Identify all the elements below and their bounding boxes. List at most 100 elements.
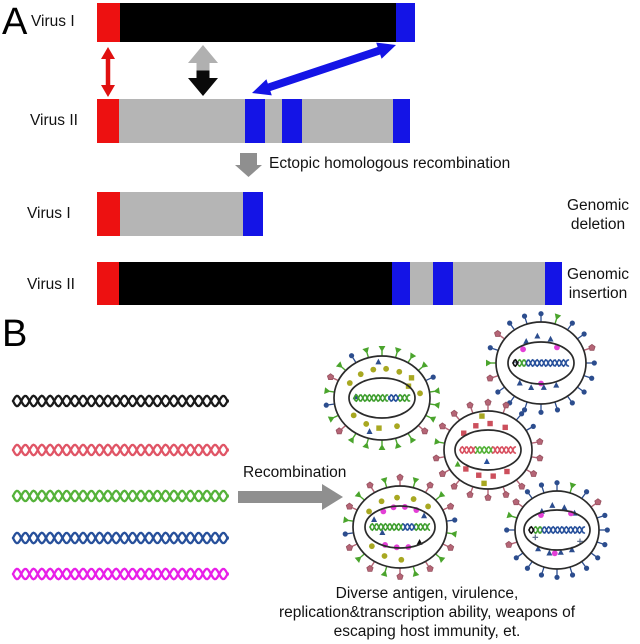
green-spike-icon	[554, 313, 562, 321]
blue-spike-stem	[524, 318, 528, 325]
rose-spike-icon	[529, 470, 538, 477]
parental-genome-magenta	[11, 567, 229, 581]
rose-spike-icon	[421, 427, 429, 435]
rose-spike-icon	[366, 481, 374, 489]
antigen-triangle-icon	[568, 546, 575, 553]
gray-black-homology-arrow	[188, 45, 218, 96]
genome-segment	[119, 99, 245, 143]
genomic-insertion-line1: Genomic	[566, 266, 630, 283]
blue-spike-icon	[602, 542, 608, 548]
rose-spike-icon	[426, 564, 434, 572]
rose-spike-stem	[455, 479, 461, 485]
antigen-triangle-icon	[523, 338, 530, 344]
virus-genome-helix	[491, 445, 517, 455]
antigen-square-icon	[504, 468, 510, 475]
antigen-square-icon	[502, 424, 508, 431]
antigen-triangle-icon	[534, 332, 541, 339]
blue-spike-icon	[569, 400, 575, 406]
virus-genome-helix	[353, 393, 389, 403]
blue-ectopic-arrow-head-2	[376, 42, 396, 59]
antigen-dot-icon	[370, 366, 377, 373]
blue-spike-stem	[515, 415, 521, 421]
blue-spike-stem	[566, 395, 572, 402]
antigen-dot-icon	[346, 380, 353, 386]
gray-black-homology-arrow-shaft-bottom	[196, 70, 210, 79]
virus-genome-helix	[387, 393, 400, 403]
green-spike-icon	[354, 556, 362, 563]
recombinant-virus-2	[486, 311, 597, 415]
antigen-square-icon	[487, 420, 493, 427]
virus-genome-helix	[353, 393, 389, 403]
antigen-square-icon	[479, 413, 485, 419]
virus-capsid	[454, 429, 522, 471]
antigen-dot-icon	[350, 412, 357, 419]
blue-spike-stem	[541, 566, 545, 573]
rose-spike-icon	[326, 373, 335, 381]
rose-spike-icon	[484, 493, 492, 501]
antigen-square-icon	[408, 375, 415, 381]
antigen-dot-icon	[551, 550, 558, 557]
rose-spike-icon	[512, 498, 520, 506]
green-spike-icon	[378, 444, 386, 450]
green-spike-icon	[362, 442, 369, 449]
rose-spike-stem	[332, 377, 339, 382]
virus2-top-label: Virus II	[30, 112, 78, 129]
rose-spike-stem	[502, 486, 506, 493]
antigen-square-icon	[473, 423, 479, 429]
diversity-caption: Diverse antigen, virulence, replication&…	[237, 584, 617, 641]
antigen-dot-icon	[394, 494, 400, 501]
virus-genome-helix	[459, 445, 477, 454]
panel-a-letter: A	[2, 1, 28, 43]
recombinant-virus-3	[432, 398, 544, 501]
green-spike-icon	[412, 477, 420, 484]
green-spike-icon	[438, 491, 446, 498]
blue-spike-icon	[342, 531, 348, 537]
antigen-triangle-icon	[421, 512, 428, 519]
blue-spike-stem	[581, 493, 586, 499]
rose-spike-icon	[505, 540, 513, 548]
genome-segment	[410, 262, 433, 305]
gray-black-homology-arrow-shaft-top	[196, 62, 210, 71]
virus-envelope	[495, 321, 587, 405]
green-spike-icon	[569, 482, 577, 490]
antigen-dot-icon	[366, 508, 372, 515]
virus-capsid	[523, 509, 591, 551]
diversity-caption-line1: Diverse antigen, virulence,	[335, 585, 519, 602]
virus-genome-helix	[474, 445, 494, 455]
green-spike-icon	[343, 516, 350, 524]
virus-genome-helix	[512, 358, 519, 365]
virus2-genome-insertion	[97, 262, 562, 305]
genome-segment	[120, 3, 396, 42]
recombinant-virus-1	[323, 346, 440, 450]
blue-spike-stem	[492, 347, 499, 351]
genome-segment	[545, 262, 562, 305]
green-spike-icon	[412, 570, 420, 577]
blue-spike-icon	[591, 360, 597, 366]
green-spike-icon	[324, 387, 331, 394]
blue-spike-stem	[581, 561, 586, 567]
antigen-triangle-icon	[561, 504, 568, 511]
blue-spike-icon	[430, 374, 436, 380]
antigen-triangle-icon	[535, 545, 542, 552]
rose-spike-icon	[450, 482, 458, 490]
blue-spike-icon	[538, 311, 544, 317]
rose-spike-icon	[486, 374, 494, 382]
green-spike-icon	[378, 346, 386, 352]
blue-ectopic-arrow	[252, 42, 396, 96]
antigen-dot-icon	[368, 543, 375, 550]
green-spike-icon	[433, 387, 440, 394]
virus-genome-helix	[369, 522, 404, 532]
virus-genome-helix	[533, 526, 543, 535]
virus-capsid	[364, 505, 436, 549]
blue-spike-icon	[554, 407, 561, 413]
antigen-dot-icon	[378, 498, 385, 505]
virus-envelope	[514, 490, 600, 570]
virus2-genome-top	[97, 99, 410, 143]
green-spike-icon	[335, 361, 343, 368]
virus-genome-helix	[528, 525, 535, 532]
antigen-dot-icon	[380, 508, 387, 515]
rose-spike-stem	[531, 441, 538, 444]
antigen-triangle-icon	[454, 460, 461, 467]
rose-spike-stem	[525, 468, 532, 474]
blue-spike-icon	[583, 565, 590, 571]
